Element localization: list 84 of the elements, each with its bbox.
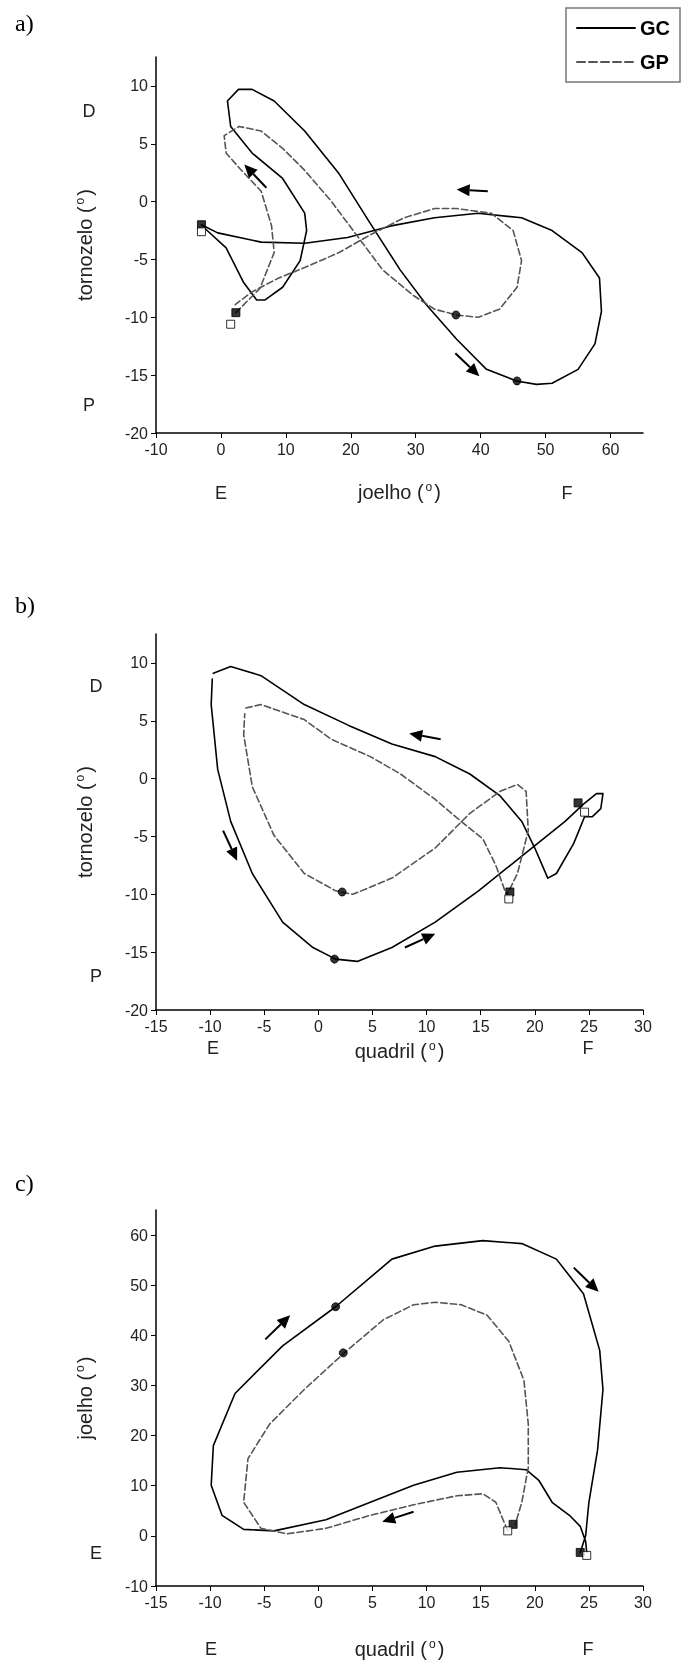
text: F <box>582 1038 594 1058</box>
y-tick-label: 50 <box>130 1276 149 1294</box>
text: E <box>204 1639 218 1659</box>
y-tick-label: -5 <box>133 250 149 268</box>
point <box>582 1550 592 1560</box>
point <box>330 954 340 964</box>
line-series <box>242 1301 530 1535</box>
legend-label: GC <box>640 17 670 39</box>
x-tick-label: 5 <box>367 1593 377 1611</box>
y-tick-label: -10 <box>124 885 149 903</box>
x-tick-label: 15 <box>471 1017 490 1035</box>
text: E <box>206 1038 220 1058</box>
chart-title: b) <box>15 592 35 618</box>
y-tick-label: 0 <box>139 1527 149 1545</box>
y-tick-label: -20 <box>124 424 149 442</box>
x-tick-label: -5 <box>257 1017 272 1035</box>
x-tick-label: 0 <box>313 1017 323 1035</box>
x-tick-label: 20 <box>525 1593 544 1611</box>
x-tick-label: 40 <box>471 440 490 458</box>
point <box>573 798 583 808</box>
y-tick-label: 20 <box>130 1427 149 1445</box>
x-tick-label: 0 <box>313 1593 323 1611</box>
point <box>451 310 461 320</box>
x-tick-label: 30 <box>634 1593 652 1611</box>
y-tick-label: -20 <box>124 1001 149 1019</box>
y-tick-label: -15 <box>124 366 149 384</box>
line-series <box>210 665 604 963</box>
y-axis-title: tornozelo (o) <box>73 189 96 301</box>
point <box>196 227 206 237</box>
text: F <box>582 1639 594 1659</box>
y-tick-label: 40 <box>130 1326 149 1344</box>
text: P <box>82 395 96 415</box>
x-tick-label: 20 <box>525 1017 544 1035</box>
x-tick-label: 25 <box>579 1593 598 1611</box>
point <box>512 376 522 386</box>
point <box>580 807 590 817</box>
line-series <box>223 125 523 319</box>
point <box>504 894 514 904</box>
text: F <box>561 483 573 503</box>
y-tick-label: 5 <box>139 135 149 153</box>
x-tick-label: 10 <box>276 440 295 458</box>
point <box>231 308 241 318</box>
y-axis-title: tornozelo (o) <box>73 766 96 878</box>
point <box>226 319 236 329</box>
point <box>337 887 347 897</box>
x-tick-label: 30 <box>406 440 425 458</box>
y-tick-label: 30 <box>130 1376 149 1394</box>
x-tick-label: -10 <box>198 1017 222 1035</box>
point <box>338 1348 348 1358</box>
chart-title: a) <box>15 10 34 36</box>
text: D <box>89 676 103 696</box>
y-axis-title: joelho (o) <box>73 1356 96 1441</box>
x-tick-label: 25 <box>579 1017 598 1035</box>
x-tick-label: 10 <box>417 1593 436 1611</box>
y-tick-label: -10 <box>124 308 149 326</box>
point <box>508 1519 518 1529</box>
point <box>331 1302 341 1312</box>
y-tick-label: 10 <box>130 77 149 95</box>
x-tick-label: 15 <box>471 1593 490 1611</box>
point <box>503 1526 513 1536</box>
x-tick-label: 30 <box>634 1017 652 1035</box>
text: E <box>89 1543 103 1563</box>
y-tick-label: -15 <box>124 943 149 961</box>
chart-title: c) <box>15 1170 34 1196</box>
x-tick-label: -10 <box>198 1593 222 1611</box>
text: P <box>89 966 103 986</box>
text: E <box>214 483 228 503</box>
y-tick-label: 60 <box>130 1226 149 1244</box>
x-tick-label: 10 <box>417 1017 436 1035</box>
y-tick-label: -5 <box>133 827 149 845</box>
x-tick-label: -5 <box>257 1593 272 1611</box>
x-tick-label: 20 <box>341 440 360 458</box>
y-tick-label: -10 <box>124 1577 149 1595</box>
y-tick-label: 10 <box>130 654 149 672</box>
x-tick-label: 5 <box>367 1017 377 1035</box>
legend-label: GP <box>640 51 669 73</box>
y-tick-label: 0 <box>139 770 149 788</box>
x-tick-label: 60 <box>601 440 620 458</box>
y-tick-label: 0 <box>139 193 149 211</box>
x-tick-label: 50 <box>536 440 555 458</box>
text: D <box>82 101 96 121</box>
x-tick-label: 0 <box>216 440 226 458</box>
y-tick-label: 5 <box>139 712 149 730</box>
y-tick-label: 10 <box>130 1477 149 1495</box>
